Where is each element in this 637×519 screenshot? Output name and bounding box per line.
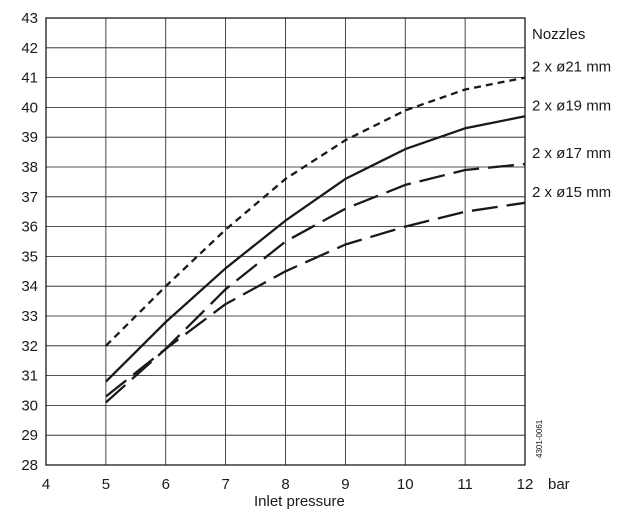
x-axis-unit: bar (548, 476, 570, 493)
x-tick-label: 5 (102, 476, 110, 493)
y-tick-label: 31 (21, 368, 38, 385)
legend-entry: 2 x ø21 mm (532, 59, 611, 76)
y-tick-label: 30 (21, 397, 38, 414)
x-tick-label: 10 (397, 476, 414, 493)
series-lines (105, 76, 526, 404)
x-tick-labels: 4 5 6 7 8 9 10 11 12 (42, 476, 534, 493)
y-tick-label: 34 (21, 278, 38, 295)
y-tick-label: 36 (21, 219, 38, 236)
series-line-3 (105, 162, 526, 398)
document-id: 4301-0061 (535, 419, 544, 458)
x-tick-label: 11 (457, 476, 473, 493)
x-tick-label: 6 (162, 476, 170, 493)
x-axis-label: Inlet pressure (254, 493, 345, 510)
y-tick-label: 43 (21, 10, 38, 27)
y-tick-label: 41 (21, 70, 38, 87)
legend-entry: 2 x ø15 mm (532, 184, 611, 201)
legend-entry: 2 x ø19 mm (532, 97, 611, 114)
series-line-1 (105, 76, 526, 347)
series-line-2 (105, 115, 526, 383)
y-tick-label: 40 (21, 99, 38, 116)
y-tick-label: 39 (21, 129, 38, 146)
y-tick-label: 42 (21, 40, 38, 57)
x-tick-label: 4 (42, 476, 50, 493)
y-tick-label: 28 (21, 457, 38, 474)
legend: Nozzles 2 x ø21 mm 2 x ø19 mm 2 x ø17 mm 2 … (532, 26, 611, 201)
legend-title: Nozzles (532, 26, 585, 43)
y-tick-labels: 28 29 30 31 32 33 34 35 36 37 38 39 40 41 42 43 (21, 10, 38, 474)
legend-entry: 2 x ø17 mm (532, 145, 611, 162)
y-tick-label: 29 (21, 427, 38, 444)
plot-frame (45, 17, 526, 466)
y-tick-label: 35 (21, 248, 38, 265)
grid (45, 17, 526, 466)
y-tick-label: 32 (21, 338, 38, 355)
y-tick-label: 38 (21, 159, 38, 176)
x-tick-label: 8 (281, 476, 289, 493)
y-tick-label: 33 (21, 308, 38, 325)
x-tick-label: 12 (517, 476, 534, 493)
x-tick-label: 9 (341, 476, 349, 493)
series-line-4 (105, 201, 526, 404)
x-tick-label: 7 (221, 476, 229, 493)
y-tick-label: 37 (21, 189, 38, 206)
